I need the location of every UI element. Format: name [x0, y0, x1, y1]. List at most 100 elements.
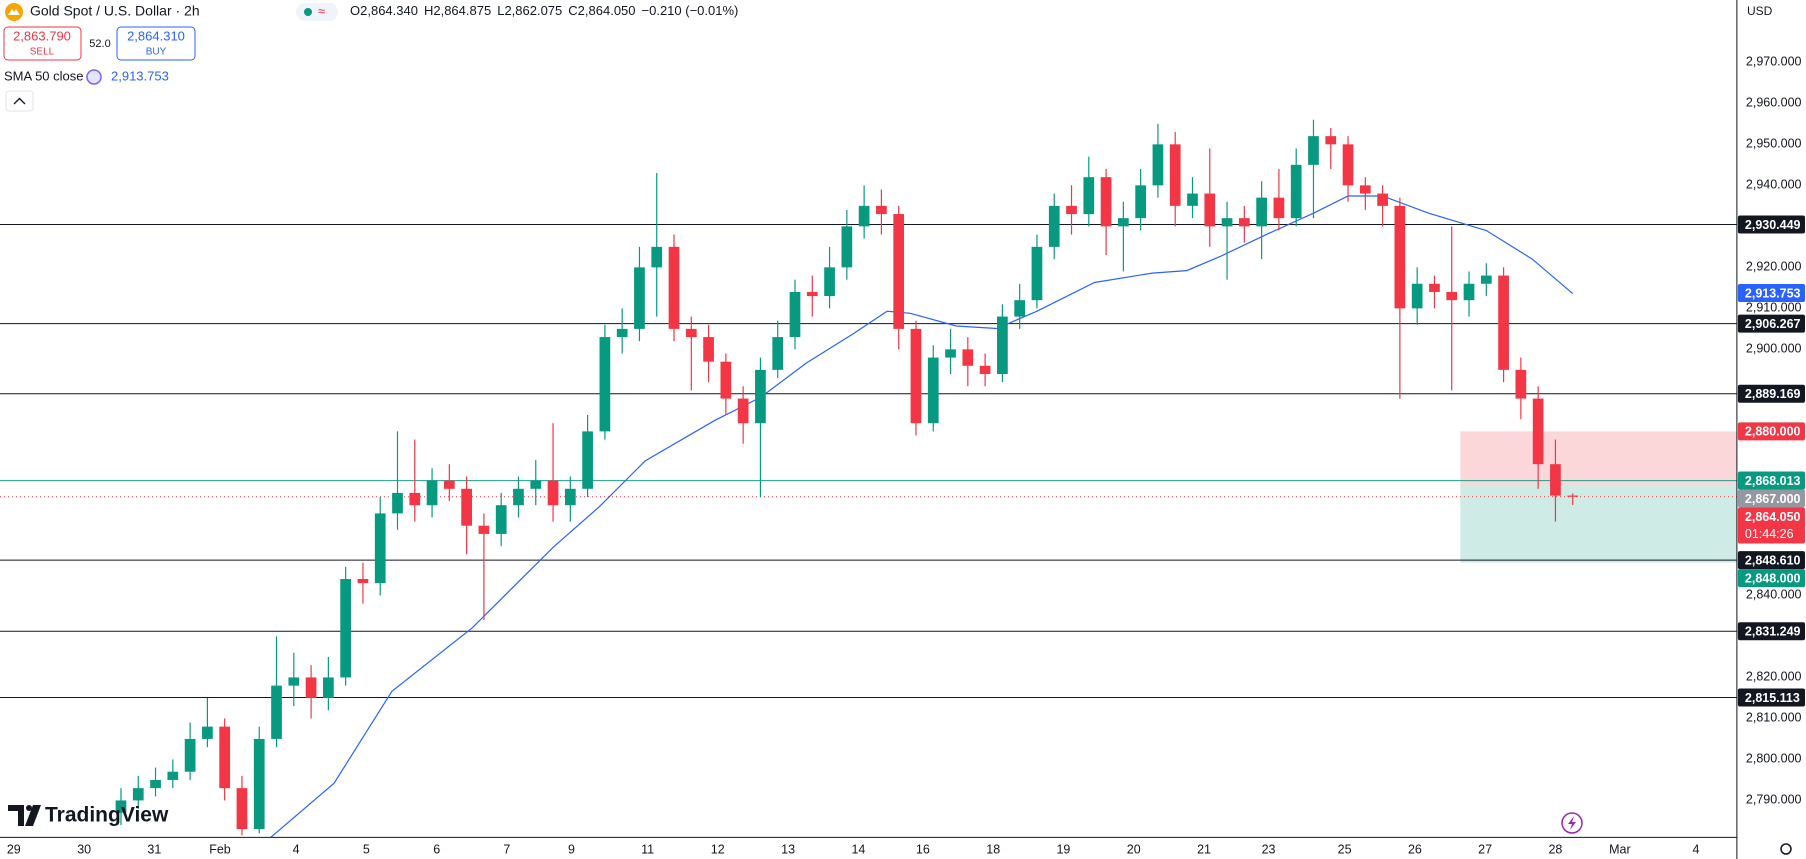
candle-body [1083, 177, 1095, 215]
candle-body [1135, 185, 1147, 219]
candle-body [1290, 164, 1302, 219]
collapse-button[interactable] [5, 90, 34, 112]
candle-body [1256, 197, 1267, 227]
candle-body [703, 337, 714, 362]
candle-body [685, 328, 697, 338]
candle-body [1221, 218, 1233, 227]
y-tick-label: 2,960.000 [1746, 96, 1802, 110]
candle-body [1031, 246, 1043, 301]
price-tag [1737, 471, 1805, 490]
ohlc-value: 2,864.050 [578, 3, 636, 18]
level-tag-label: 2,930.449 [1745, 218, 1801, 232]
x-tick-label: 13 [781, 843, 795, 857]
candle-body [1567, 495, 1579, 497]
candle-body [979, 365, 991, 374]
x-tick-label: Feb [209, 843, 231, 857]
y-tick-label: 2,840.000 [1746, 588, 1802, 602]
indicator-icon[interactable] [86, 69, 102, 85]
candle-body [1100, 177, 1112, 227]
candle-body [1273, 197, 1285, 219]
collapse-icon [13, 97, 26, 105]
candle-body [1532, 398, 1544, 465]
price-tag [1737, 283, 1805, 302]
x-tick-label: 5 [363, 843, 370, 857]
candle-body [876, 205, 887, 215]
candle-body [426, 480, 438, 506]
candle-body [824, 267, 835, 297]
candle-body [1014, 300, 1026, 317]
position-zone [1460, 431, 1737, 485]
x-tick-label: 31 [147, 843, 161, 857]
candle-body [323, 677, 334, 698]
x-tick-label: 30 [77, 843, 91, 857]
buy-button[interactable] [116, 26, 196, 61]
candle-body [927, 357, 939, 424]
x-tick-label: 19 [1056, 843, 1070, 857]
level-tag-label: 2,889.169 [1745, 387, 1801, 401]
status-pill[interactable] [296, 3, 338, 21]
level-tag [1737, 384, 1805, 403]
x-tick-label: Mar [1609, 843, 1631, 857]
spread: 52.0 [89, 38, 110, 50]
logo-mark [25, 805, 41, 826]
level-tag [1737, 314, 1805, 333]
candle-body [1550, 464, 1561, 496]
candle-body [945, 349, 956, 358]
y-tick-label: 2,910.000 [1746, 301, 1802, 315]
y-tick-label: 2,940.000 [1746, 178, 1802, 192]
candle-body [806, 291, 818, 297]
indicator-name[interactable]: SMA 50 close [4, 68, 84, 83]
settings-icon[interactable] [1780, 843, 1792, 855]
candle-body [841, 226, 853, 268]
candle-body [202, 726, 213, 739]
ohlc-values: O2,864.340 H2,864.875 L2,862.075 C2,864.050… [350, 3, 738, 18]
position-zone [1460, 484, 1737, 563]
countdown-label: 01:44:26 [1745, 527, 1794, 541]
candle-body [1308, 136, 1319, 165]
candle-body [616, 328, 628, 338]
candle-body [478, 525, 490, 534]
candle-body [634, 267, 645, 329]
candle-body [564, 488, 576, 506]
sell-price: 2,863.790 [13, 28, 71, 43]
ohlc-value: 2,864.340 [360, 3, 418, 18]
candle-body [132, 788, 144, 801]
x-tick-label: 29 [7, 843, 21, 857]
time-axis-bg [0, 837, 1737, 859]
alert-bolt [1568, 816, 1576, 830]
y-tick-label: 2,920.000 [1746, 260, 1802, 274]
level-tag-label: 2,906.267 [1745, 317, 1801, 331]
currency[interactable]: USD [1747, 4, 1773, 18]
candle-body [253, 738, 265, 830]
y-tick-label: 2,970.000 [1746, 55, 1802, 69]
candle-body [893, 214, 905, 329]
buy-price: 2,864.310 [127, 28, 185, 43]
sell-label: SELL [30, 47, 55, 58]
x-tick-label: 6 [433, 843, 440, 857]
candle-body [1152, 144, 1164, 186]
candle-body [1480, 275, 1492, 284]
candle-body [582, 431, 593, 489]
ohlc-value: 2,864.875 [433, 3, 491, 18]
candle-body [288, 677, 300, 686]
x-tick-label: 11 [641, 843, 654, 857]
ohlc-value: 2,862.075 [504, 3, 562, 18]
candle-body [409, 492, 421, 506]
candle-body [1325, 136, 1337, 145]
price-tag-label: 2,867.000 [1745, 492, 1801, 506]
sell-button[interactable] [3, 26, 82, 61]
x-tick-label: 7 [503, 843, 510, 857]
logo-dot [26, 805, 32, 811]
candle-body [392, 492, 403, 514]
candle-body [1515, 369, 1527, 399]
candle-body [1411, 283, 1423, 309]
x-tick-label: 28 [1548, 843, 1562, 857]
x-tick-label: 23 [1262, 843, 1276, 857]
candle-body [1118, 218, 1129, 227]
logo-text: TradingView [45, 804, 169, 827]
x-tick-label: 9 [568, 843, 575, 857]
x-tick-label: 18 [986, 843, 1000, 857]
candle-body [513, 488, 524, 506]
candle-body [495, 505, 507, 534]
symbol-title[interactable]: Gold Spot / U.S. Dollar · 2h [30, 3, 200, 19]
